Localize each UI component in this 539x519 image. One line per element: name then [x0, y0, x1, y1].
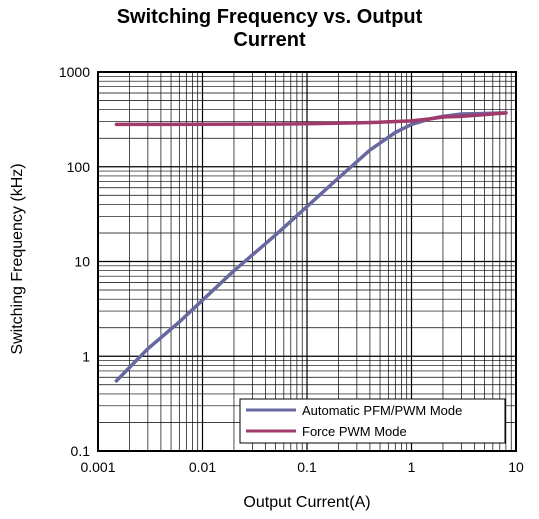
- x-tick-label: 0.001: [80, 459, 115, 475]
- tick-labels: 0.001 0.01 0.1 1 10 0.1 1 10 100 1000: [59, 64, 524, 475]
- series-layer: [114, 111, 508, 383]
- x-tick-label: 10: [508, 459, 524, 475]
- series-line-1: [114, 111, 508, 127]
- y-tick-label: 10: [74, 254, 90, 270]
- legend-box: [239, 398, 506, 444]
- x-tick-label: 0.1: [297, 459, 317, 475]
- series-line-0: [114, 111, 508, 383]
- y-tick-label: 100: [67, 159, 91, 175]
- grid: [97, 72, 516, 452]
- plot-frame: [97, 71, 517, 452]
- x-tick-label: 1: [408, 459, 416, 475]
- legend-label-series-0: Automatic PFM/PWM Mode: [302, 403, 462, 418]
- chart-title-line1: Switching Frequency vs. Output: [116, 6, 423, 28]
- x-axis-label: Output Current(A): [243, 494, 370, 511]
- y-tick-label: 1000: [59, 64, 90, 80]
- y-axis-label: Switching Frequency (kHz): [9, 163, 26, 354]
- y-tick-label: 0.1: [71, 443, 91, 459]
- legend-label-series-1: Force PWM Mode: [302, 424, 407, 439]
- y-tick-label: 1: [82, 348, 90, 364]
- chart-title-line2: Current: [233, 29, 306, 51]
- x-tick-label: 0.01: [189, 459, 216, 475]
- legend: Automatic PFM/PWM Mode Force PWM Mode: [239, 398, 506, 444]
